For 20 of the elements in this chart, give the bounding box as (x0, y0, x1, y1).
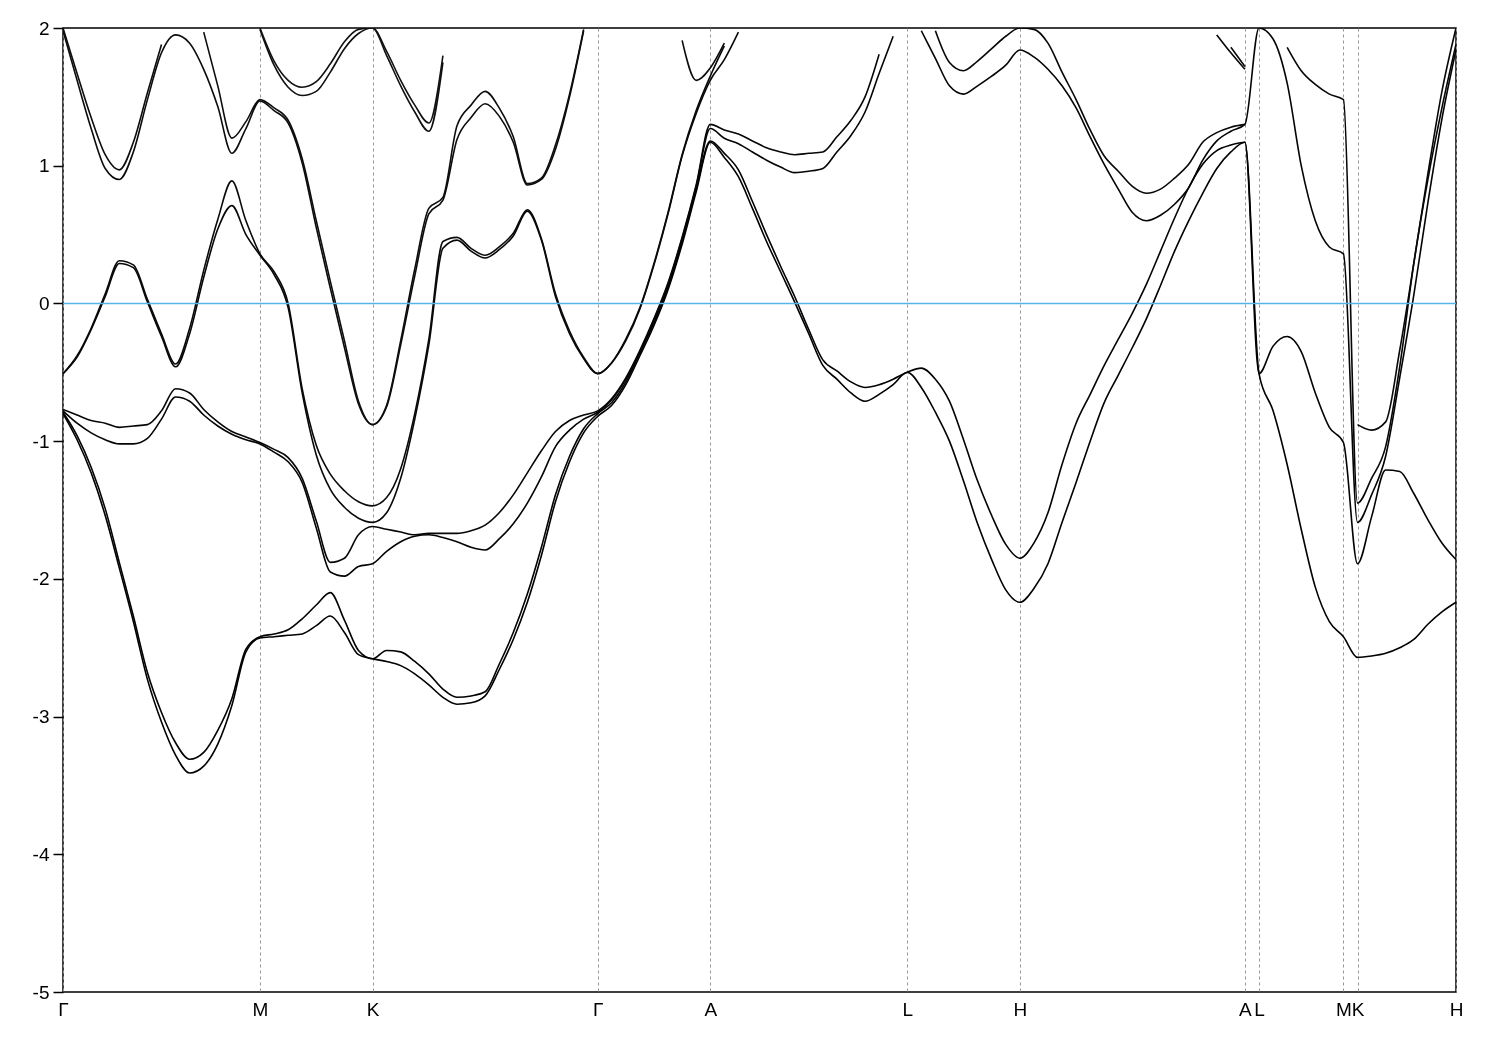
y-tick-label: -3 (32, 706, 50, 728)
y-tick-label: 2 (38, 17, 50, 39)
x-tick-label: M (1336, 998, 1352, 1020)
x-tick-label: H (1449, 998, 1464, 1020)
x-tick-label: L (1254, 998, 1265, 1020)
y-tick-label: 1 (38, 155, 50, 177)
x-tick-label: Γ (592, 998, 604, 1020)
x-tick-label: K (1351, 998, 1365, 1020)
y-tick-label: -4 (32, 843, 50, 865)
x-tick-label: Γ (58, 998, 69, 1020)
x-tick-label: A (704, 998, 718, 1020)
x-tick-label: K (366, 998, 380, 1020)
x-tick-label: M (252, 998, 269, 1020)
y-tick-label: -1 (32, 430, 50, 452)
y-tick-label: -5 (32, 981, 50, 1003)
y-tick-label: -2 (32, 568, 50, 590)
x-tick-label: L (902, 998, 914, 1020)
x-tick-label: H (1013, 998, 1028, 1020)
y-tick-label: 0 (38, 292, 50, 314)
x-tick-label: A (1239, 998, 1253, 1020)
